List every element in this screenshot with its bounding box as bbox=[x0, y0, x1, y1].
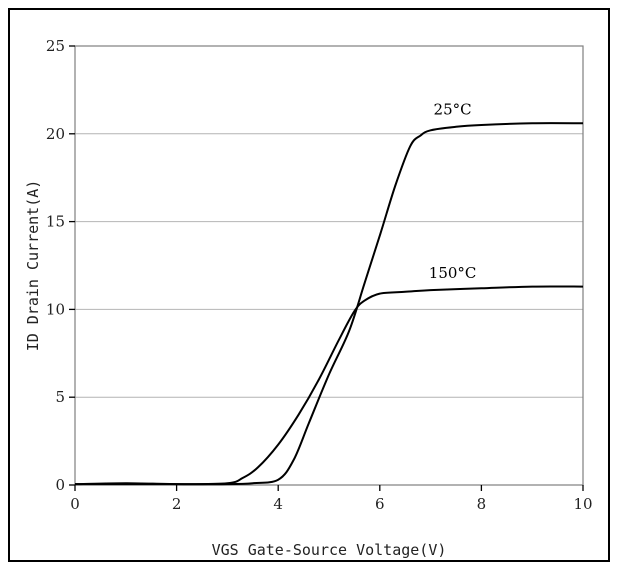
series-label-1: 150°C bbox=[429, 264, 477, 282]
tick-labels: 0 5 10 15 20 25 0 2 4 6 8 10 bbox=[46, 37, 593, 513]
chart-frame bbox=[8, 8, 610, 562]
x-axis-label: VGS Gate-Source Voltage(V) bbox=[212, 541, 447, 559]
series-line-0 bbox=[74, 122, 584, 486]
y-tick-label: 10 bbox=[46, 300, 65, 318]
y-tick-label: 20 bbox=[46, 125, 65, 143]
x-tick-label: 6 bbox=[375, 495, 385, 513]
y-tick-label: 0 bbox=[55, 476, 65, 494]
y-tick-label: 15 bbox=[46, 213, 65, 231]
series-labels: 25°C 150°C bbox=[429, 100, 477, 281]
x-tick-label: 0 bbox=[70, 495, 80, 513]
series-lines bbox=[74, 122, 584, 486]
y-axis-label: ID Drain Current(A) bbox=[24, 180, 42, 352]
y-tick-label: 5 bbox=[55, 388, 65, 406]
x-tick-label: 8 bbox=[477, 495, 487, 513]
x-tick-label: 10 bbox=[573, 495, 592, 513]
plot-area-border bbox=[74, 45, 584, 486]
series-line-1 bbox=[74, 285, 584, 486]
x-tick-label: 2 bbox=[172, 495, 182, 513]
gridlines bbox=[75, 133, 583, 398]
series-label-0: 25°C bbox=[434, 100, 472, 118]
x-tick-label: 4 bbox=[273, 495, 283, 513]
tick-marks bbox=[69, 45, 584, 491]
y-tick-label: 25 bbox=[46, 37, 65, 55]
